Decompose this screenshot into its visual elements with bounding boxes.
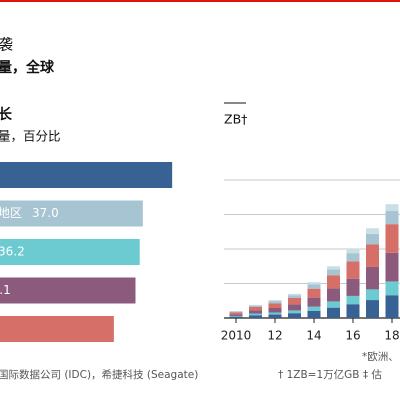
bar-segment <box>366 266 379 290</box>
bar-segment <box>307 288 321 298</box>
bar <box>0 316 114 342</box>
subtitle-line: 量，百分比 <box>0 129 61 144</box>
note: † 1ZB=1万亿GB ‡ 估 <box>278 368 382 381</box>
bar-segment <box>268 312 282 315</box>
bar-segment <box>229 312 243 315</box>
bar-segment <box>385 211 399 225</box>
bar-segment <box>229 314 243 316</box>
bar-segment <box>268 314 282 318</box>
bar-segment <box>249 306 262 311</box>
bar-segment <box>307 282 321 285</box>
title-line: 袭 <box>0 36 13 54</box>
bar-segment <box>346 304 360 318</box>
bar-segment <box>327 307 340 318</box>
bar <box>0 200 143 227</box>
bar-segment <box>327 301 340 308</box>
bar-segment <box>307 297 321 307</box>
bar-segment <box>288 304 301 311</box>
x-tick-label: 18 <box>384 329 399 343</box>
bar <box>0 239 140 265</box>
bar-segment <box>288 310 301 314</box>
bar-segment <box>249 315 262 318</box>
bar-segment <box>327 275 340 289</box>
bar-segment <box>346 249 360 254</box>
bar-segment <box>268 301 282 304</box>
value-label: 36.2 <box>0 245 25 259</box>
bar-segment <box>366 233 379 245</box>
bar-segment <box>288 293 301 296</box>
x-tick-label: 14 <box>306 329 321 343</box>
bar-segment <box>307 310 321 318</box>
x-tick-label: 12 <box>267 329 282 343</box>
bar-segment <box>268 307 282 313</box>
bar-segment <box>288 295 301 298</box>
bar-segment <box>249 313 262 316</box>
bar-segment <box>268 303 282 308</box>
x-tick-label: 16 <box>345 329 360 343</box>
axis-label: ZB† <box>224 112 247 127</box>
title-line: 量，全球 <box>0 59 55 76</box>
bar-segment <box>327 266 340 270</box>
bar <box>0 277 136 304</box>
bar-segment <box>249 310 262 314</box>
bar-segment <box>229 316 243 318</box>
bar-segment <box>327 288 340 302</box>
bar-segment <box>385 295 399 318</box>
x-tick-label: 2010 <box>221 329 252 343</box>
bar-segment <box>229 315 243 317</box>
source: 国际数据公司 (IDC)，希捷科技 (Seagate) <box>0 368 198 381</box>
bar-segment <box>346 261 360 279</box>
bar-segment <box>288 313 301 318</box>
bar-segment <box>346 295 360 305</box>
bar-segment <box>249 304 262 306</box>
bar-segment <box>366 228 379 234</box>
bar-segment <box>385 252 399 282</box>
bar <box>0 162 173 188</box>
bar-segment <box>366 300 379 318</box>
bar-segment <box>327 269 340 276</box>
bar-segment <box>268 300 282 302</box>
bar-segment <box>346 278 360 296</box>
value-label: 37.0 <box>32 206 59 220</box>
bar-segment <box>385 224 399 253</box>
bar-segment <box>307 306 321 311</box>
category-label: 地区 <box>0 206 22 220</box>
bar-segment <box>288 297 301 305</box>
note: *欧洲、 <box>362 351 399 363</box>
top-rule <box>0 0 400 2</box>
bar-segment <box>366 289 379 301</box>
bar-segment <box>385 204 399 212</box>
bar-segment <box>366 244 379 267</box>
bar-segment <box>385 281 399 296</box>
value-label: 35.1 <box>0 283 11 297</box>
subtitle-line: 长 <box>0 106 13 123</box>
bar-segment <box>229 311 243 313</box>
bar-segment <box>346 253 360 262</box>
bar-segment <box>307 284 321 289</box>
bar-segment <box>249 305 262 307</box>
